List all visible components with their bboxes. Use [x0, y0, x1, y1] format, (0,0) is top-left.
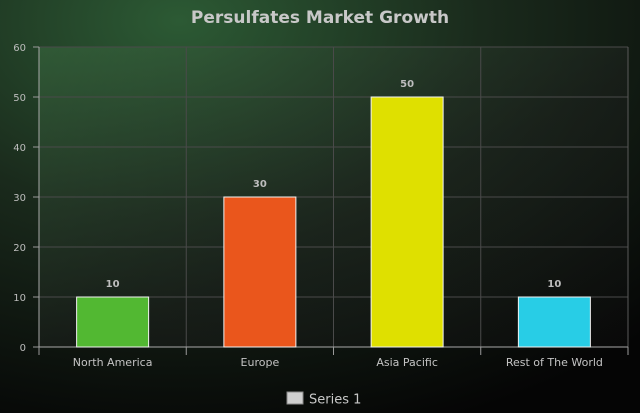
y-tick-label: 50	[13, 93, 26, 104]
data-labels: 10 30 50 10	[106, 79, 562, 290]
data-label: 10	[547, 279, 561, 290]
bar-asia-pacific	[370, 96, 444, 348]
bar-north-america	[76, 296, 150, 348]
y-tick-label: 40	[13, 143, 26, 154]
x-tick-label: Europe	[241, 356, 280, 369]
data-label: 50	[400, 79, 414, 90]
x-tick-label: Asia Pacific	[376, 356, 438, 369]
legend: Series 1	[286, 391, 361, 408]
y-tick-label: 10	[13, 293, 26, 304]
y-tick-label: 60	[13, 43, 26, 54]
y-tick-label: 0	[20, 343, 26, 354]
bar-europe	[223, 196, 297, 348]
y-tick-label: 20	[13, 243, 26, 254]
x-tick-label: North America	[73, 356, 153, 369]
data-label: 30	[253, 179, 267, 190]
bars	[76, 96, 591, 348]
chart-title: Persulfates Market Growth	[191, 8, 449, 28]
bar-rest-of-the-world	[517, 296, 591, 348]
x-tick-label: Rest of The World	[506, 356, 603, 369]
y-tick-label: 30	[13, 193, 26, 204]
legend-label-series-1: Series 1	[309, 393, 361, 408]
data-label: 10	[106, 279, 120, 290]
legend-swatch-series-1	[286, 391, 304, 405]
